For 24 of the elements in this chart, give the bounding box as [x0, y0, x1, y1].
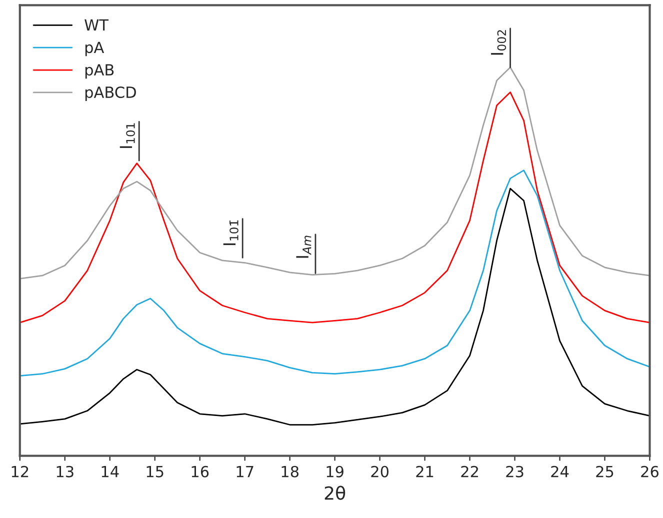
x-tick-label: 23	[506, 466, 524, 478]
x-tick-label: 20	[371, 466, 389, 478]
legend-label: pA	[85, 42, 104, 56]
legend-label: pAB	[85, 64, 114, 79]
annotation: I$_{101̄}$	[223, 220, 238, 246]
x-tick-label: 18	[282, 466, 298, 478]
x-tick-label: 19	[326, 466, 344, 478]
x-tick-label: 12	[12, 466, 28, 478]
annotation: I$_{101}$	[120, 123, 135, 148]
x-tick-label: 26	[641, 466, 658, 478]
x-axis-title: 2θ	[324, 486, 346, 500]
x-tick-label: 25	[596, 466, 614, 478]
legend-label: WT	[84, 19, 109, 31]
x-tick-label: 21	[416, 466, 434, 478]
x-tick-label: 22	[461, 466, 478, 478]
x-tick-label: 24	[551, 466, 569, 478]
x-tick-label: 16	[192, 466, 209, 478]
x-tick-label: 17	[236, 466, 254, 478]
annotation: I$_{Am}$	[296, 236, 312, 258]
x-tick-label: 15	[146, 466, 164, 478]
x-tick-label: 14	[102, 466, 119, 478]
x-tick-label: 13	[56, 466, 74, 478]
annotation: I$_{002}$	[491, 30, 506, 55]
legend-label: pABCD	[85, 86, 136, 101]
